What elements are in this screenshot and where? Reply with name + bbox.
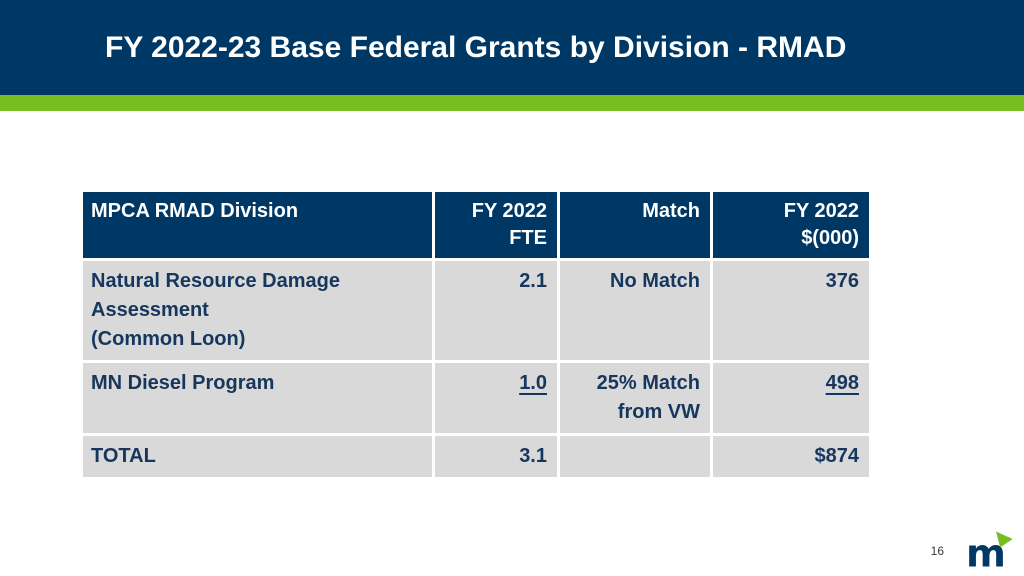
table-header-row: MPCA RMAD Division FY 2022 FTE Match FY … [83, 192, 869, 261]
cell-match: No Match [560, 261, 713, 363]
cell-division: Natural Resource Damage Assessment (Comm… [83, 261, 435, 363]
header-division: MPCA RMAD Division [83, 192, 435, 261]
cell-match [560, 436, 713, 480]
grants-table: MPCA RMAD Division FY 2022 FTE Match FY … [83, 192, 869, 480]
table-row: Natural Resource Damage Assessment (Comm… [83, 261, 869, 363]
table-row: MN Diesel Program 1.0 25% Match from VW … [83, 363, 869, 436]
title-bar: FY 2022-23 Base Federal Grants by Divisi… [0, 0, 1024, 95]
cell-amount: 498 [713, 363, 869, 436]
header-match: Match [560, 192, 713, 261]
mn-logo-icon: m [966, 531, 1013, 570]
header-amount: FY 2022 $(000) [713, 192, 869, 261]
cell-amount: $874 [713, 436, 869, 480]
grants-table-container: MPCA RMAD Division FY 2022 FTE Match FY … [83, 192, 869, 480]
cell-match: 25% Match from VW [560, 363, 713, 436]
cell-amount: 376 [713, 261, 869, 363]
slide-title: FY 2022-23 Base Federal Grants by Divisi… [105, 30, 847, 64]
table-row-total: TOTAL 3.1 $874 [83, 436, 869, 480]
cell-fte: 3.1 [435, 436, 560, 480]
page-number: 16 [930, 544, 944, 558]
header-fte: FY 2022 FTE [435, 192, 560, 261]
accent-bar [0, 95, 1024, 111]
cell-division: TOTAL [83, 436, 435, 480]
cell-fte: 2.1 [435, 261, 560, 363]
cell-division: MN Diesel Program [83, 363, 435, 436]
cell-fte: 1.0 [435, 363, 560, 436]
